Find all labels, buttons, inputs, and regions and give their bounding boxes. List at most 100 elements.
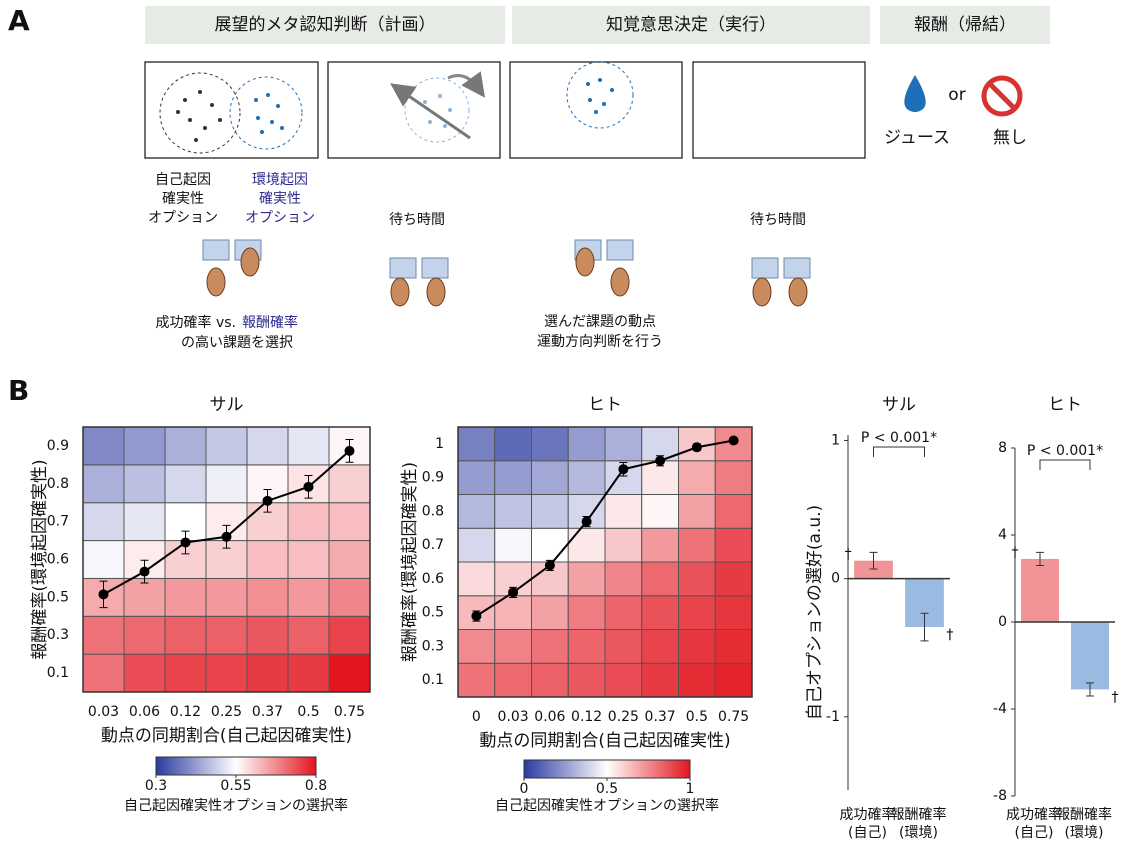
heat-cell — [124, 427, 165, 465]
instruction: の高い課題を選択 — [181, 334, 293, 351]
heat-cell — [568, 596, 605, 630]
heat-cell — [247, 616, 288, 654]
heat-cell — [288, 541, 329, 579]
heat-cell — [568, 461, 605, 495]
x-tick-label: 0.12 — [571, 709, 602, 725]
y-tick-label: 0.9 — [422, 470, 444, 486]
heat-cell — [458, 630, 495, 664]
x-tick-label: 報酬確率 — [891, 806, 947, 823]
y-axis-label: 自己オプションの選好(a.u.) — [805, 505, 825, 720]
heat-cell — [532, 663, 569, 697]
heat-cell — [124, 654, 165, 692]
heat-cell — [715, 461, 752, 495]
heat-cell — [568, 427, 605, 461]
colorbar-tick-label: 0.8 — [305, 778, 327, 794]
heat-cell — [206, 654, 247, 692]
y-axis-label: 報酬確率(環境起因確実性) — [400, 462, 420, 662]
y-tick-label: 0.5 — [47, 589, 69, 605]
heat-cell — [532, 630, 569, 664]
y-tick-label: 0 — [831, 571, 840, 587]
wait-label: 待ち時間 — [750, 212, 806, 228]
heat-cell — [605, 427, 642, 461]
colorbar-tick-label: 0.55 — [220, 778, 251, 794]
y-tick-label: 0.6 — [47, 552, 69, 568]
threshold-point — [263, 496, 273, 506]
heat-cell — [568, 528, 605, 562]
x-tick-label: 0.03 — [88, 704, 119, 720]
heat-cell — [715, 528, 752, 562]
y-tick-label: 0.1 — [47, 665, 69, 681]
x-tick-label: 0.5 — [686, 709, 708, 725]
y-tick-label: 4 — [998, 527, 1007, 543]
colorbar-tick-label: 0.3 — [145, 778, 167, 794]
heat-cell — [165, 427, 206, 465]
heat-cell — [288, 503, 329, 541]
heat-cell — [165, 578, 206, 616]
heat-cell — [568, 663, 605, 697]
colorbar-tick-label: 0 — [520, 781, 529, 797]
heat-cell — [679, 663, 716, 697]
heat-cell — [247, 427, 288, 465]
option-label: 確実性 — [162, 191, 204, 207]
annotation: P < 0.001* — [861, 430, 937, 446]
heat-cell — [288, 427, 329, 465]
heat-cell — [83, 654, 124, 692]
heat-cell — [458, 562, 495, 596]
heat-cell — [679, 495, 716, 529]
option-label: 確実性 — [259, 191, 301, 207]
heat-cell — [206, 578, 247, 616]
y-tick-label: 0.7 — [47, 514, 69, 530]
y-tick-label: 0.1 — [422, 672, 444, 688]
y-tick-label: 0.8 — [47, 476, 69, 492]
heat-cell — [329, 503, 370, 541]
heat-cell — [568, 630, 605, 664]
reward-label: ジュース — [884, 128, 950, 148]
heat-cell — [532, 427, 569, 461]
dots — [176, 78, 614, 142]
heat-cell — [329, 654, 370, 692]
heat-cell — [495, 663, 532, 697]
instruction: 報酬確率 — [242, 314, 298, 331]
threshold-point — [508, 587, 518, 597]
x-tick-label: 成功確率 — [840, 806, 896, 823]
heat-cell — [532, 596, 569, 630]
threshold-point — [222, 532, 232, 542]
x-tick-label: 0.12 — [170, 704, 201, 720]
marker-label: † — [1012, 545, 1019, 561]
annotation: P < 0.001* — [1027, 443, 1103, 459]
heat-cell — [165, 465, 206, 503]
heat-cell — [532, 528, 569, 562]
chart-title: サル — [882, 395, 916, 415]
threshold-point — [99, 589, 109, 599]
header: 知覚意思決定（実行） — [606, 15, 776, 35]
x-tick-label: (環境) — [1065, 825, 1104, 841]
colorbar-label: 自己起因確実性オプションの選択率 — [124, 797, 348, 814]
heat-cell — [715, 562, 752, 596]
significance-bracket — [874, 447, 925, 457]
wait-label: 待ち時間 — [389, 212, 445, 228]
x-tick-label: 0.75 — [334, 704, 365, 720]
chart-title: サル — [210, 395, 244, 415]
heat-cell — [605, 663, 642, 697]
colorbar-tick-label: 0.5 — [596, 781, 618, 797]
colorbar-tick-label: 1 — [686, 781, 695, 797]
dot-apertures — [160, 62, 633, 153]
none-icon — [984, 78, 1020, 114]
heat-cell — [458, 461, 495, 495]
heat-cell — [605, 596, 642, 630]
heat-cell — [124, 616, 165, 654]
header: 展望的メタ認知判断（計画） — [215, 15, 436, 35]
x-tick-label: 0.37 — [645, 709, 676, 725]
panel-label: A — [8, 4, 30, 37]
heat-cell — [605, 562, 642, 596]
heat-cell — [206, 465, 247, 503]
y-tick-label: 0 — [998, 614, 1007, 630]
heat-cell — [679, 461, 716, 495]
x-tick-label: 0.06 — [534, 709, 565, 725]
heat-cell — [715, 596, 752, 630]
heat-cell — [605, 630, 642, 664]
heat-cell — [329, 465, 370, 503]
heat-cell — [124, 578, 165, 616]
chart-title: ヒト — [588, 395, 622, 415]
heat-cell — [642, 630, 679, 664]
